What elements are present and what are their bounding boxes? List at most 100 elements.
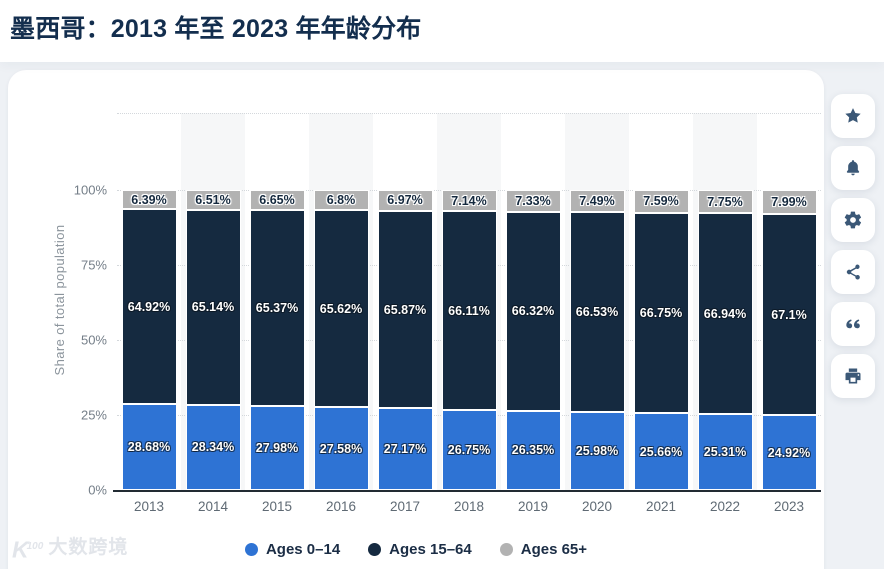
bar-2013-ages-65[interactable] [121, 190, 177, 210]
bar-2013-ages-0-14[interactable] [121, 403, 177, 490]
bar-value-label: 27.58% [319, 441, 363, 456]
settings-button[interactable] [831, 198, 875, 242]
bar-2023-ages-0-14[interactable] [761, 415, 817, 490]
bar-value-label: 65.87% [383, 302, 427, 317]
bar-2022-ages-65[interactable] [697, 190, 753, 214]
bar-value-label: 65.37% [255, 301, 299, 315]
x-tick-label-2023: 2023 [773, 499, 805, 514]
x-tick-label-2017: 2017 [389, 499, 421, 514]
bar-2017-ages-65[interactable] [377, 189, 433, 211]
bar-value-label: 66.32% [511, 304, 555, 319]
legend-dot-icon [244, 543, 258, 556]
bell-icon [846, 160, 860, 176]
bar-2021-ages-0-14[interactable] [633, 413, 689, 490]
bar-2014-ages-0-14[interactable] [185, 404, 241, 490]
y-axis-title: Share of total population [52, 224, 67, 376]
alert-button[interactable] [831, 146, 875, 190]
bar-2015-ages-15-64[interactable] [249, 209, 305, 407]
x-tick-label-2019: 2019 [517, 499, 549, 514]
bar-value-label: 25.31% [703, 445, 747, 460]
plot-area: 28.68% 64.92% 6.39% 28.34% 65.14% 6.51% 27.98%… [117, 113, 821, 490]
bar-value-label: 6.8% [326, 193, 356, 208]
bar-2018-ages-65[interactable] [441, 190, 497, 212]
legend-dot-icon [368, 543, 382, 556]
x-tick-label-2016: 2016 [325, 499, 357, 514]
bar-value-label: 25.98% [575, 444, 619, 459]
x-tick-label-2020: 2020 [581, 499, 613, 514]
bar-value-label: 66.11% [448, 303, 490, 318]
page-title: 墨西哥：2013 年至 2023 年年龄分布 [10, 15, 422, 43]
bar-2021-ages-65[interactable] [633, 190, 689, 213]
bar-2019-ages-0-14[interactable] [505, 410, 561, 490]
x-tick-label-2018: 2018 [453, 499, 485, 514]
star-icon [845, 108, 861, 123]
bar-value-label: 7.49% [579, 194, 615, 209]
bar-value-label: 7.59% [643, 194, 679, 209]
share-button[interactable] [831, 250, 875, 294]
bar-value-label: 67.1% [771, 307, 807, 322]
favorite-button[interactable] [831, 94, 875, 138]
bar-value-label: 6.97% [387, 193, 423, 208]
legend-label: Ages 65+ [520, 541, 588, 558]
legend-item-ages-65[interactable]: Ages 65+ [499, 541, 588, 558]
bar-value-label: 66.75% [639, 305, 683, 320]
bar-value-label: 6.65% [259, 192, 295, 207]
bar-2020-ages-15-64[interactable] [569, 212, 625, 413]
bar-value-label: 26.35% [511, 443, 555, 458]
x-tick-label-2021: 2021 [645, 499, 677, 514]
legend-item-ages-15-64[interactable]: Ages 15–64 [368, 541, 472, 558]
bar-2014-ages-65[interactable] [185, 190, 241, 210]
bar-2016-ages-0-14[interactable] [313, 407, 369, 490]
quote-icon [846, 319, 860, 329]
page-header: 墨西哥：2013 年至 2023 年年龄分布 [0, 0, 884, 62]
bar-2016-ages-65[interactable] [313, 190, 369, 211]
bar-2020-ages-65[interactable] [569, 190, 625, 213]
bar-2019-ages-65[interactable] [505, 190, 561, 212]
y-tick-label: 0% [88, 482, 107, 498]
bar-value-label: 65.14% [191, 300, 235, 315]
bar-2019-ages-15-64[interactable] [505, 211, 561, 411]
print-button[interactable] [831, 354, 875, 398]
y-tick-label: 50% [80, 332, 107, 348]
bar-2017-ages-15-64[interactable] [377, 210, 433, 409]
bar-value-label: 28.34% [191, 440, 235, 455]
share-icon [846, 264, 860, 280]
bar-value-label: 28.68% [127, 439, 171, 454]
watermark-logo: K100 [12, 536, 44, 563]
bar-2020-ages-0-14[interactable] [569, 412, 625, 490]
bar-value-label: 66.53% [575, 305, 619, 320]
bar-2022-ages-0-14[interactable] [697, 414, 753, 490]
bar-2014-ages-15-64[interactable] [185, 209, 241, 405]
watermark: K100 大数跨境 [12, 534, 128, 563]
bar-2015-ages-0-14[interactable] [249, 406, 305, 490]
watermark-text: 大数跨境 [48, 537, 129, 558]
bar-2021-ages-15-64[interactable] [633, 212, 689, 414]
chart-legend: Ages 0–14 Ages 15–64 Ages 65+ [8, 541, 824, 558]
bar-2023-ages-65[interactable] [761, 189, 817, 214]
bar-2022-ages-15-64[interactable] [697, 213, 753, 415]
gear-icon [844, 211, 862, 229]
bar-value-label: 7.99% [771, 194, 807, 209]
bar-value-label: 64.92% [127, 299, 171, 314]
bar-2015-ages-65[interactable] [249, 190, 305, 210]
legend-label: Ages 15–64 [389, 541, 472, 558]
x-axis-line [113, 490, 821, 492]
bar-2018-ages-15-64[interactable] [441, 211, 497, 410]
legend-item-ages-0-14[interactable]: Ages 0–14 [244, 541, 341, 558]
citation-button[interactable] [831, 302, 875, 346]
bar-2023-ages-15-64[interactable] [761, 213, 817, 416]
bar-value-label: 24.92% [767, 445, 811, 460]
gridline [117, 113, 821, 114]
bar-value-label: 26.75% [447, 442, 491, 457]
bar-2017-ages-0-14[interactable] [377, 408, 433, 490]
x-tick-label-2022: 2022 [709, 499, 741, 514]
y-tick-label: 75% [80, 257, 107, 273]
bar-2016-ages-15-64[interactable] [313, 210, 369, 408]
bar-value-label: 7.33% [515, 193, 551, 208]
bar-value-label: 27.17% [383, 442, 427, 457]
bar-value-label: 27.98% [255, 441, 299, 456]
bar-2018-ages-0-14[interactable] [441, 409, 497, 490]
bar-2013-ages-15-64[interactable] [121, 209, 177, 404]
legend-label: Ages 0–14 [265, 541, 341, 558]
